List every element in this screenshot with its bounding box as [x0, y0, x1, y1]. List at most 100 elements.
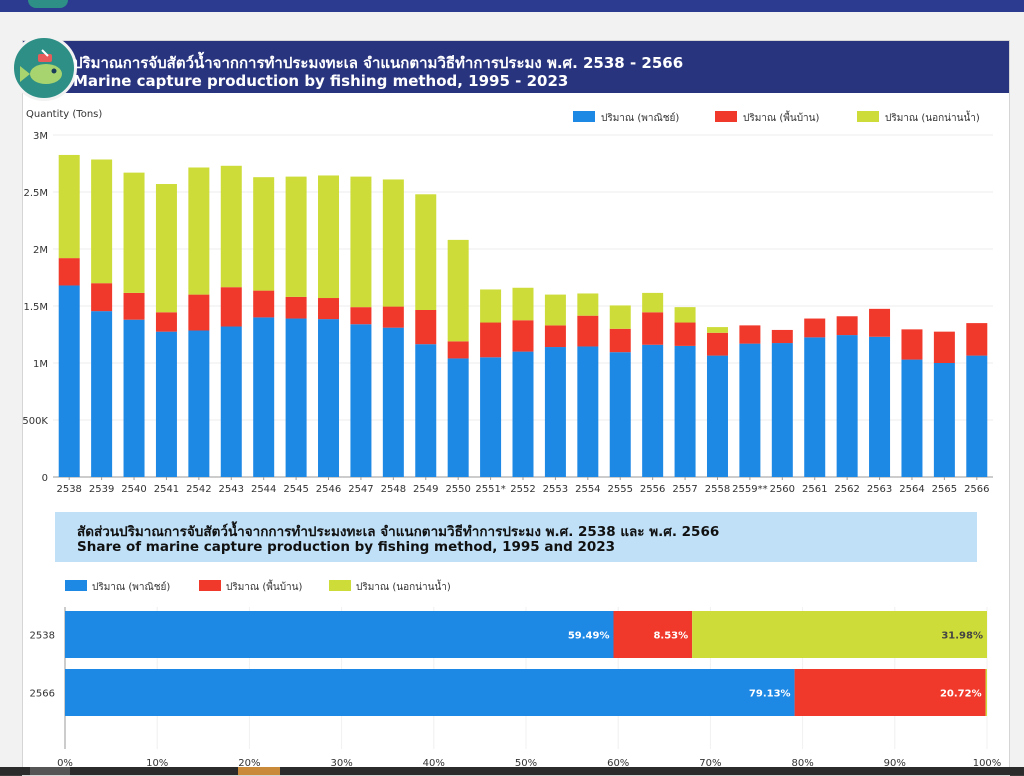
taskbar [0, 767, 1024, 775]
y-tick-label: 3M [33, 131, 48, 142]
bar-segment [577, 315, 599, 347]
y-tick-label: 2538 [30, 631, 55, 642]
bar-segment [674, 345, 696, 477]
bar-segment [91, 311, 113, 477]
report-panel: ปริมาณการจับสัตว์น้ำจากการทำประมงทะเล จำ… [11, 35, 1010, 776]
bar-segment [512, 351, 534, 477]
x-tick-label: 2549 [413, 484, 438, 495]
x-tick-label: 30% [330, 758, 352, 769]
bar-segment [609, 328, 631, 353]
y-tick-label: 0 [42, 473, 48, 484]
bar-segment [642, 344, 664, 477]
bar-segment [869, 336, 891, 477]
bar-segment [155, 312, 177, 332]
x-tick-label: 2552 [510, 484, 535, 495]
legend-item: ปริมาณ (พาณิชย์) [573, 111, 679, 124]
x-tick-label: 2538 [56, 484, 81, 495]
bar-segment [123, 292, 145, 320]
bar-segment [869, 308, 891, 337]
bar-segment [155, 184, 177, 313]
bar-segment [58, 285, 80, 477]
bar-segment [91, 283, 113, 312]
x-tick-label: 100% [973, 758, 1002, 769]
x-tick-label: 2544 [251, 484, 276, 495]
x-tick-label: 2553 [543, 484, 568, 495]
bar-segment [220, 165, 242, 288]
x-tick-label: 2550 [445, 484, 470, 495]
y-tick-label: 2.5M [23, 188, 48, 199]
legend-swatch [329, 580, 351, 591]
share-title-thai: สัดส่วนปริมาณการจับสัตว์น้ำจากการทำประมง… [77, 524, 720, 540]
bar-segment [253, 317, 275, 477]
data-label: 8.53% [653, 631, 688, 642]
bar-segment [285, 176, 307, 297]
x-tick-label: 2556 [640, 484, 665, 495]
x-tick-label: 2564 [899, 484, 924, 495]
bar-segment [836, 335, 858, 477]
legend-swatch [199, 580, 221, 591]
bar-segment [123, 172, 145, 293]
x-tick-label: 2557 [672, 484, 697, 495]
data-label: 31.98% [941, 631, 983, 642]
legend-label: ปริมาณ (พื้นบ้าน) [743, 110, 820, 124]
taskbar-item[interactable] [238, 767, 280, 775]
legend-label: ปริมาณ (นอกน่านน้ำ) [885, 110, 980, 124]
bar-segment [674, 322, 696, 346]
bar-segment [415, 194, 437, 310]
bar-segment [65, 611, 614, 658]
share-chart-title-box: สัดส่วนปริมาณการจับสัตว์น้ำจากการทำประมง… [55, 512, 977, 562]
bar-segment [253, 290, 275, 318]
x-tick-label: 2560 [770, 484, 795, 495]
legend-item: ปริมาณ (พื้นบ้าน) [715, 110, 820, 124]
x-tick-label: 2548 [381, 484, 406, 495]
bar-segment [480, 357, 502, 477]
bar-segment [613, 611, 693, 658]
x-tick-label: 2543 [219, 484, 244, 495]
bar-segment [544, 325, 566, 348]
bar-segment [350, 176, 372, 308]
taskbar-item[interactable] [30, 767, 70, 775]
x-tick-label: 2547 [348, 484, 373, 495]
legend-swatch [573, 111, 595, 122]
x-tick-label: 2562 [834, 484, 859, 495]
chart-title-english: Marine capture production by fishing met… [73, 72, 569, 90]
bar-segment [706, 355, 728, 477]
bar-segment [91, 159, 113, 284]
percent-bar-chart: ปริมาณ (พาณิชย์) ปริมาณ (พื้นบ้าน) ปริมาณ … [30, 579, 1002, 769]
bar-segment [318, 175, 340, 299]
x-tick-label: 10% [146, 758, 168, 769]
chart-header: ปริมาณการจับสัตว์น้ำจากการทำประมงทะเล จำ… [11, 35, 1009, 101]
x-tick-label: 2554 [575, 484, 600, 495]
top-bar-tab [28, 0, 68, 8]
data-label: 79.13% [749, 689, 791, 700]
bar-segment [544, 347, 566, 477]
x-tick-label: 2541 [154, 484, 179, 495]
legend-item: ปริมาณ (พื้นบ้าน) [199, 579, 303, 593]
bar-segment [901, 359, 923, 477]
bar-segment [318, 298, 340, 320]
x-tick-label: 2559** [732, 484, 767, 495]
x-tick-label: 50% [515, 758, 537, 769]
bar-segment [933, 363, 955, 477]
x-tick-label: 2542 [186, 484, 211, 495]
bar-segment [804, 318, 826, 338]
fish-logo-icon [11, 35, 77, 101]
bar-segment [220, 287, 242, 327]
bar-segment [836, 316, 858, 336]
y-tick-label: 1M [33, 359, 48, 370]
x-tick-label: 80% [791, 758, 813, 769]
bar-segment [706, 332, 728, 356]
x-tick-label: 2539 [89, 484, 114, 495]
x-tick-label: 40% [423, 758, 445, 769]
legend-label: ปริมาณ (พาณิชย์) [601, 112, 679, 124]
y-tick-label: 500K [23, 416, 48, 427]
bar-segment [609, 305, 631, 329]
x-tick-label: 70% [699, 758, 721, 769]
y-tick-label: 2M [33, 245, 48, 256]
bar-segment [253, 177, 275, 291]
legend-swatch [65, 580, 87, 591]
x-tick-label: 2565 [932, 484, 957, 495]
bar-segment [285, 296, 307, 319]
bar-segment [155, 331, 177, 477]
data-label: 20.72% [940, 689, 982, 700]
